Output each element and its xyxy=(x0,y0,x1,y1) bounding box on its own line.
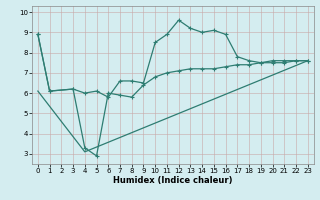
X-axis label: Humidex (Indice chaleur): Humidex (Indice chaleur) xyxy=(113,176,233,185)
